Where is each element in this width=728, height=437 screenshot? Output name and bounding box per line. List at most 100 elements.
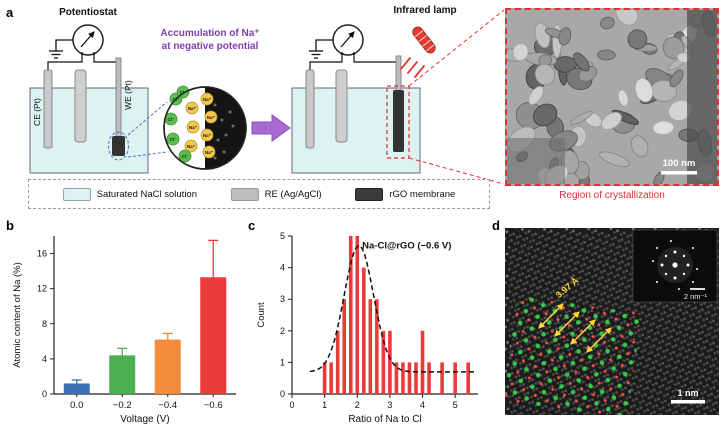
sample-annotation: Na-Cl@rGO (−0.6 V) [362,241,451,252]
x-tick-label: 0 [289,400,294,410]
tem-connector-bottom [408,157,505,185]
tem-dark-blob [507,138,565,184]
y-tick-label: 8 [42,319,47,329]
legend-item-solution: Saturated NaCl solution [62,187,197,201]
cl-ion [166,132,180,146]
rgo-swatch [355,187,384,201]
hist-bar [335,330,340,394]
potentiostat-label: Potentiostat [59,7,117,18]
y-axis-label: Count [256,302,267,328]
accumulation-note-line1: Accumulation of Na⁺ [160,28,260,39]
tem-scale-label: 100 nm [663,158,696,169]
hist-bar [381,330,386,394]
hist-bar [348,236,353,394]
y-tick-label: 4 [280,263,285,273]
fft-scale-bar [690,288,705,290]
ion-label: Cl⁻ [181,154,189,159]
panel-c-label: c [248,218,256,233]
legend: Saturated NaCl solution RE (Ag/AgCl) rGO… [28,179,490,209]
hrtem-scale-label: 1 nm [677,388,698,398]
nanoparticle [627,29,648,50]
y-tick-label: 1 [280,357,285,367]
nanoparticle [558,27,572,46]
infrared-lamp-label: Infrared lamp [393,5,457,16]
y-tick-label: 0 [280,389,285,399]
panel-b-label: b [6,218,14,233]
re-swatch [230,187,259,201]
na-ion [200,92,214,106]
ion-label: Cl⁻ [169,137,177,142]
fft-inset: 2 nm⁻¹ [632,229,718,303]
bar [63,383,90,394]
nanoparticle [652,120,674,135]
nanoparticle [534,63,556,86]
fft-scale-label: 2 nm⁻¹ [684,292,708,301]
potentiostat-icon-left [72,24,104,56]
x-tick-label: 4 [420,400,425,410]
gaussian-fit-curve [309,245,475,373]
nanoparticle [597,49,616,61]
nanoparticle [569,111,593,125]
na-ion [186,120,200,134]
re-electrode-right [335,69,348,143]
accumulation-note-line2: at negative potential [161,41,259,52]
tem-texture: 100 nm [507,10,717,184]
y-tick-label: 0 [42,389,47,399]
ion-label: Cl⁻ [167,117,175,122]
wires-left [47,54,119,72]
nanoparticle [512,43,529,61]
y-tick-label: 4 [42,354,47,364]
x-tick-label: 5 [453,400,458,410]
nanoparticle [669,69,684,88]
na-ion [185,101,199,115]
ce-electrode-right [305,69,315,149]
legend-item-rgo: rGO membrane [355,187,455,201]
ion-label: Na⁺ [203,97,212,102]
na-ion [200,128,214,142]
y-axis-label: Atomic content of Na (%) [12,262,23,368]
process-arrow [251,114,291,142]
hist-bar [355,236,360,394]
ion-label: Na⁺ [203,133,212,138]
nanoparticle [528,86,544,105]
crystallization-region-box [386,85,410,159]
lattice-spacing-arrows [538,303,612,353]
nanoparticle [573,52,590,72]
x-tick-label: −0.2 [113,400,132,411]
hrtem-lattice-image: 3.97 Å 2 nm⁻¹ 1 nm [505,228,719,415]
na-ion [202,145,216,159]
nanoparticle [617,89,629,107]
ground-icon-left [49,39,73,59]
ground-icon-right [309,39,333,59]
hist-bar [394,362,399,394]
panel-a-schematic: Na⁺Na⁺Na⁺Na⁺Na⁺Na⁺Na⁺Cl⁻Cl⁻Cl⁻Cl⁻Cl⁻ [29,9,505,185]
x-tick-label: 1 [322,400,327,410]
tem-dark-band [687,10,717,184]
hist-bar [329,362,333,394]
na-ion [184,139,198,153]
ion-group: Na⁺Na⁺Na⁺Na⁺Na⁺Na⁺Na⁺Cl⁻Cl⁻Cl⁻Cl⁻Cl⁻ [164,85,218,163]
hist-bar [368,299,373,394]
ion-label: Na⁺ [189,125,198,130]
histogram-na-cl-ratio: 0 1 2 3 4 5 0 1 2 3 4 5 Na-Cl@rGO (−0.6 V) Ratio of N… [256,231,478,425]
bar-chart-na-content: 0 4 8 12 16 0.0 −0.2 −0.4 −0.6 Voltage (V) Atomic … [12,236,236,425]
tem-connector-top [408,9,505,87]
we-electrode-label: WE (Pt) [123,80,133,110]
atom-overlay-dots [505,295,642,415]
y-tick-label: 5 [280,231,285,241]
hist-bar [420,330,425,394]
infrared-lamp-icon [400,26,436,78]
hist-bar [375,299,379,394]
nanoparticle [533,103,558,127]
hist-bar [466,362,471,394]
y-tick-label: 3 [280,294,285,304]
ion-label: Na⁺ [188,106,197,111]
legend-label-solution: Saturated NaCl solution [96,188,197,200]
hist-bar [414,362,418,394]
nanoparticle [599,151,630,168]
na-ion [204,110,218,124]
rgo-membrane-right [393,90,404,152]
we-electrode-left [115,57,122,141]
solution-swatch [62,187,91,201]
